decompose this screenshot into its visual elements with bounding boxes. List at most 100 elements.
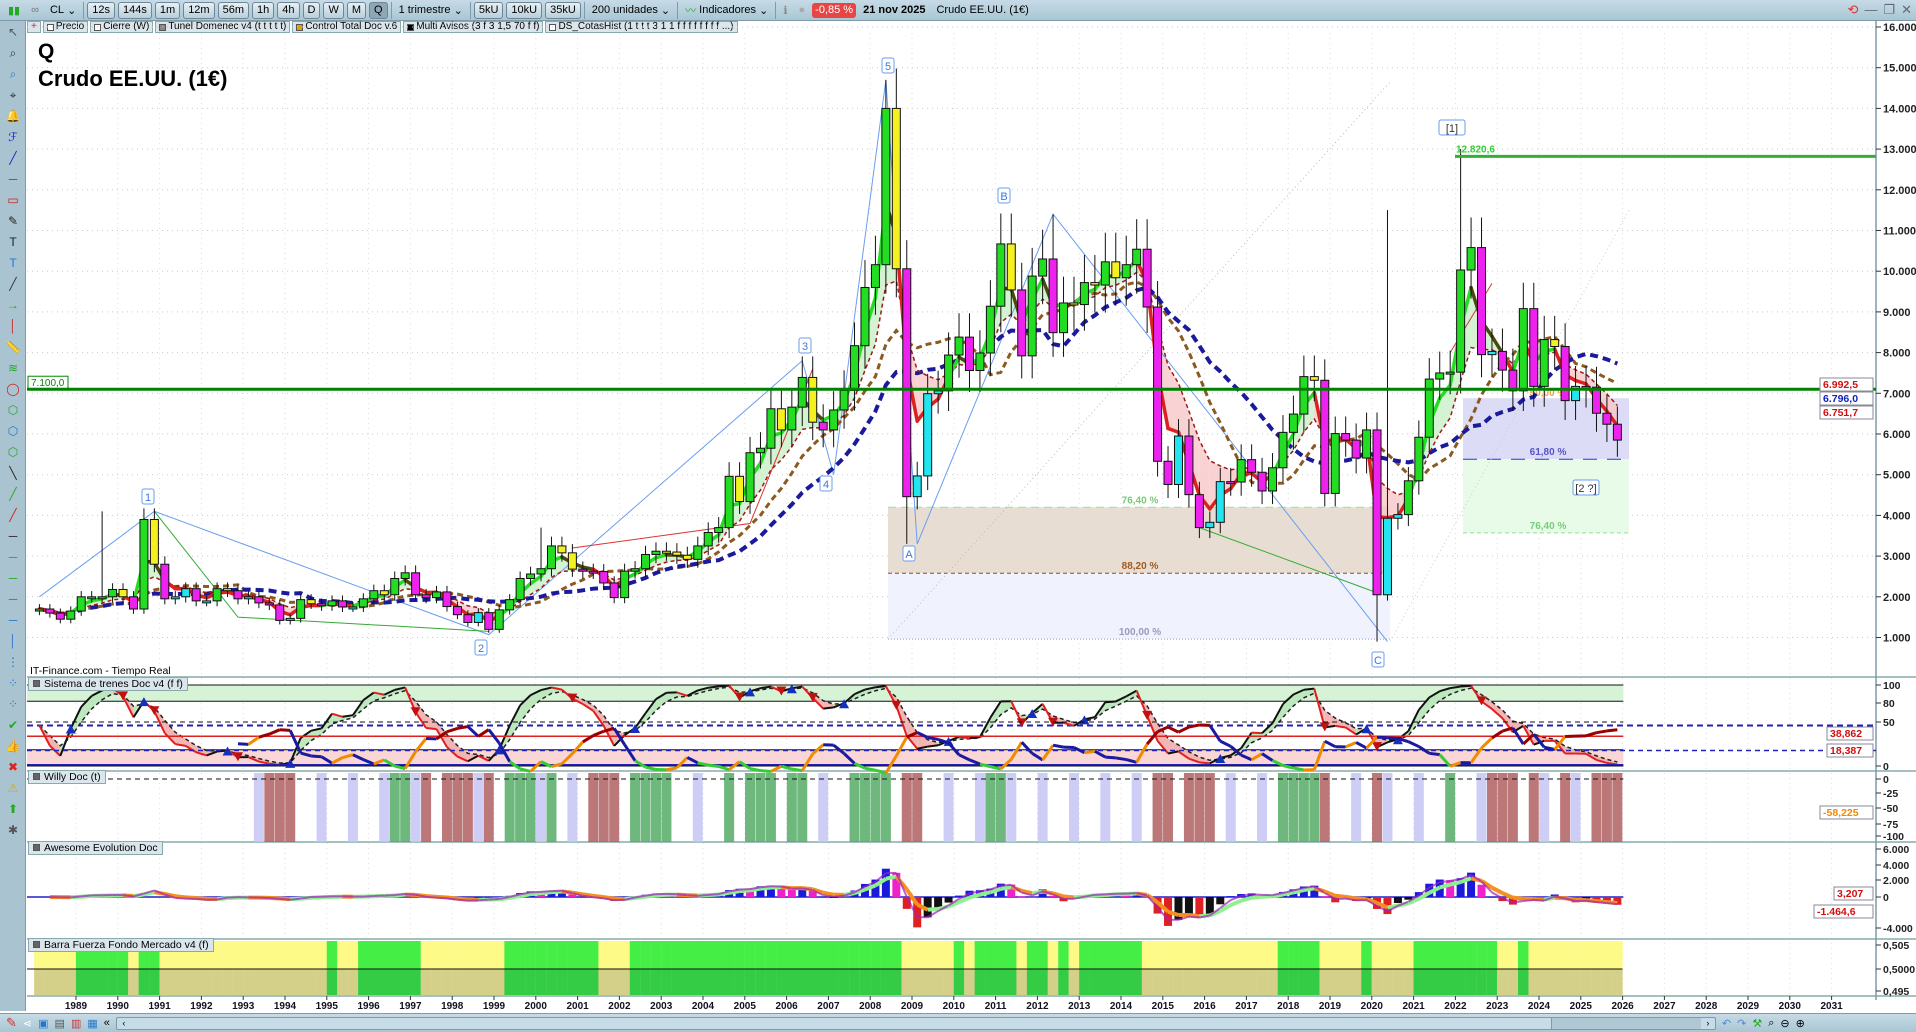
candle[interactable] <box>442 585 452 612</box>
candle[interactable] <box>55 608 65 624</box>
panel-title[interactable]: Awesome Evolution Doc <box>28 841 163 855</box>
wave-label[interactable]: [1] <box>1438 119 1466 136</box>
candle[interactable] <box>202 595 212 607</box>
candle[interactable] <box>1017 262 1027 379</box>
candle[interactable] <box>337 595 347 612</box>
candle[interactable] <box>578 561 588 579</box>
zoom-area-tool-icon[interactable]: ⌕ <box>9 66 17 81</box>
warning-tool-icon[interactable]: ⚠ <box>7 781 19 795</box>
candle[interactable] <box>1382 210 1392 601</box>
candle[interactable] <box>1456 149 1466 394</box>
candle[interactable] <box>808 356 818 441</box>
candle[interactable] <box>254 591 264 609</box>
candle[interactable] <box>724 462 734 539</box>
candle[interactable] <box>693 536 703 568</box>
h4-tool-icon[interactable]: ─ <box>8 592 18 606</box>
scroll-right-icon[interactable]: › <box>1706 1017 1710 1028</box>
up-tool-icon[interactable]: ⬆ <box>7 802 19 816</box>
panel-title[interactable]: Sistema de trenes Doc v4 (f f) <box>28 677 188 691</box>
candle[interactable] <box>1100 232 1110 313</box>
check-tool-icon[interactable]: ✔ <box>7 718 19 732</box>
candle[interactable] <box>1153 281 1163 477</box>
volume-10kU[interactable]: 10kU <box>506 1 543 19</box>
candle[interactable] <box>379 584 389 601</box>
candle[interactable] <box>515 571 525 606</box>
candle[interactable] <box>306 594 316 609</box>
candle[interactable] <box>1142 219 1152 333</box>
zoom-out-icon[interactable]: ⊖ <box>1780 1017 1790 1030</box>
timeframe-1h[interactable]: 1h <box>252 1 275 19</box>
candle[interactable] <box>1288 395 1298 450</box>
candle[interactable] <box>912 461 922 510</box>
candle[interactable] <box>1069 276 1079 331</box>
report-icon[interactable]: ▤ <box>54 1017 65 1030</box>
dots-tool-icon[interactable]: ⋮ <box>7 655 19 669</box>
candle[interactable] <box>1466 217 1476 299</box>
star-tool-icon[interactable]: ✱ <box>7 823 19 837</box>
candle[interactable] <box>139 508 149 614</box>
candle[interactable] <box>1163 446 1173 499</box>
tools-icon[interactable]: ⚒ <box>1752 1017 1763 1030</box>
candle[interactable] <box>1330 416 1340 507</box>
wave-label[interactable]: [2 ?] <box>1572 479 1600 496</box>
panel-toggle-icon[interactable] <box>33 844 40 851</box>
draw-icon[interactable]: ✎ <box>6 1015 17 1030</box>
ellipse-tool-icon[interactable]: ◯ <box>6 382 20 396</box>
trend-line[interactable] <box>572 368 814 549</box>
candle[interactable] <box>400 565 410 586</box>
candle[interactable] <box>1487 328 1497 378</box>
candle[interactable] <box>1247 444 1257 487</box>
v2-tool-icon[interactable]: │ <box>9 634 17 648</box>
candle[interactable] <box>1393 503 1403 530</box>
timeframe-1m[interactable]: 1m <box>154 1 181 19</box>
candle[interactable] <box>1236 444 1246 496</box>
candle[interactable] <box>546 536 556 577</box>
timeframe-D[interactable]: D <box>302 1 321 19</box>
candle[interactable] <box>881 79 891 294</box>
candle[interactable] <box>317 598 327 611</box>
panel-toggle-icon[interactable] <box>33 680 40 687</box>
candle[interactable] <box>108 583 118 603</box>
zoom-tool-icon[interactable]: ⌕ <box>9 45 17 60</box>
volume-35kU[interactable]: 35kU <box>545 1 581 19</box>
candle[interactable] <box>1090 254 1100 313</box>
candle[interactable] <box>1518 282 1528 411</box>
zoom-in-icon[interactable]: ⊕ <box>1795 1017 1805 1030</box>
candle[interactable] <box>494 605 504 633</box>
candle[interactable] <box>954 313 964 378</box>
candle[interactable] <box>1226 467 1236 496</box>
candle[interactable] <box>1111 232 1121 306</box>
candle[interactable] <box>1372 412 1382 642</box>
wave-label[interactable]: B <box>997 187 1011 204</box>
candle[interactable] <box>1362 412 1372 474</box>
shape2-tool-icon[interactable]: ⬡ <box>7 424 19 438</box>
candle[interactable] <box>1351 423 1361 474</box>
candle[interactable] <box>985 280 995 376</box>
symbol-selector[interactable]: CL ⌄ <box>49 4 77 17</box>
dots3-tool-icon[interactable]: ⁘ <box>7 697 19 711</box>
candle[interactable] <box>1445 350 1455 395</box>
candle[interactable] <box>212 582 222 607</box>
restore-icon[interactable]: ❐ <box>1883 2 1896 17</box>
candle[interactable] <box>1435 351 1445 400</box>
candle[interactable] <box>944 332 954 411</box>
candle[interactable] <box>421 588 431 604</box>
candle[interactable] <box>1173 419 1183 499</box>
candle[interactable] <box>452 601 462 620</box>
candle[interactable] <box>1006 213 1016 318</box>
timeframe-56m[interactable]: 56m <box>217 1 249 19</box>
candle[interactable] <box>463 610 473 627</box>
candle[interactable] <box>1341 416 1351 457</box>
timeframe-W[interactable]: W <box>323 1 344 19</box>
candle[interactable] <box>1299 355 1309 433</box>
bars-icon[interactable]: ▮▮ <box>8 4 21 17</box>
candle[interactable] <box>1497 328 1507 392</box>
panel-toggle-icon[interactable] <box>33 941 40 948</box>
candle[interactable] <box>620 563 630 604</box>
share-icon[interactable]: ⋖ <box>22 1017 33 1030</box>
wave-label[interactable]: A <box>902 545 916 562</box>
candle[interactable] <box>484 608 494 633</box>
candle[interactable] <box>1424 358 1434 455</box>
legend-item[interactable]: Control Total Doc v.6 <box>292 21 402 33</box>
wave-label[interactable]: 1 <box>141 488 155 505</box>
